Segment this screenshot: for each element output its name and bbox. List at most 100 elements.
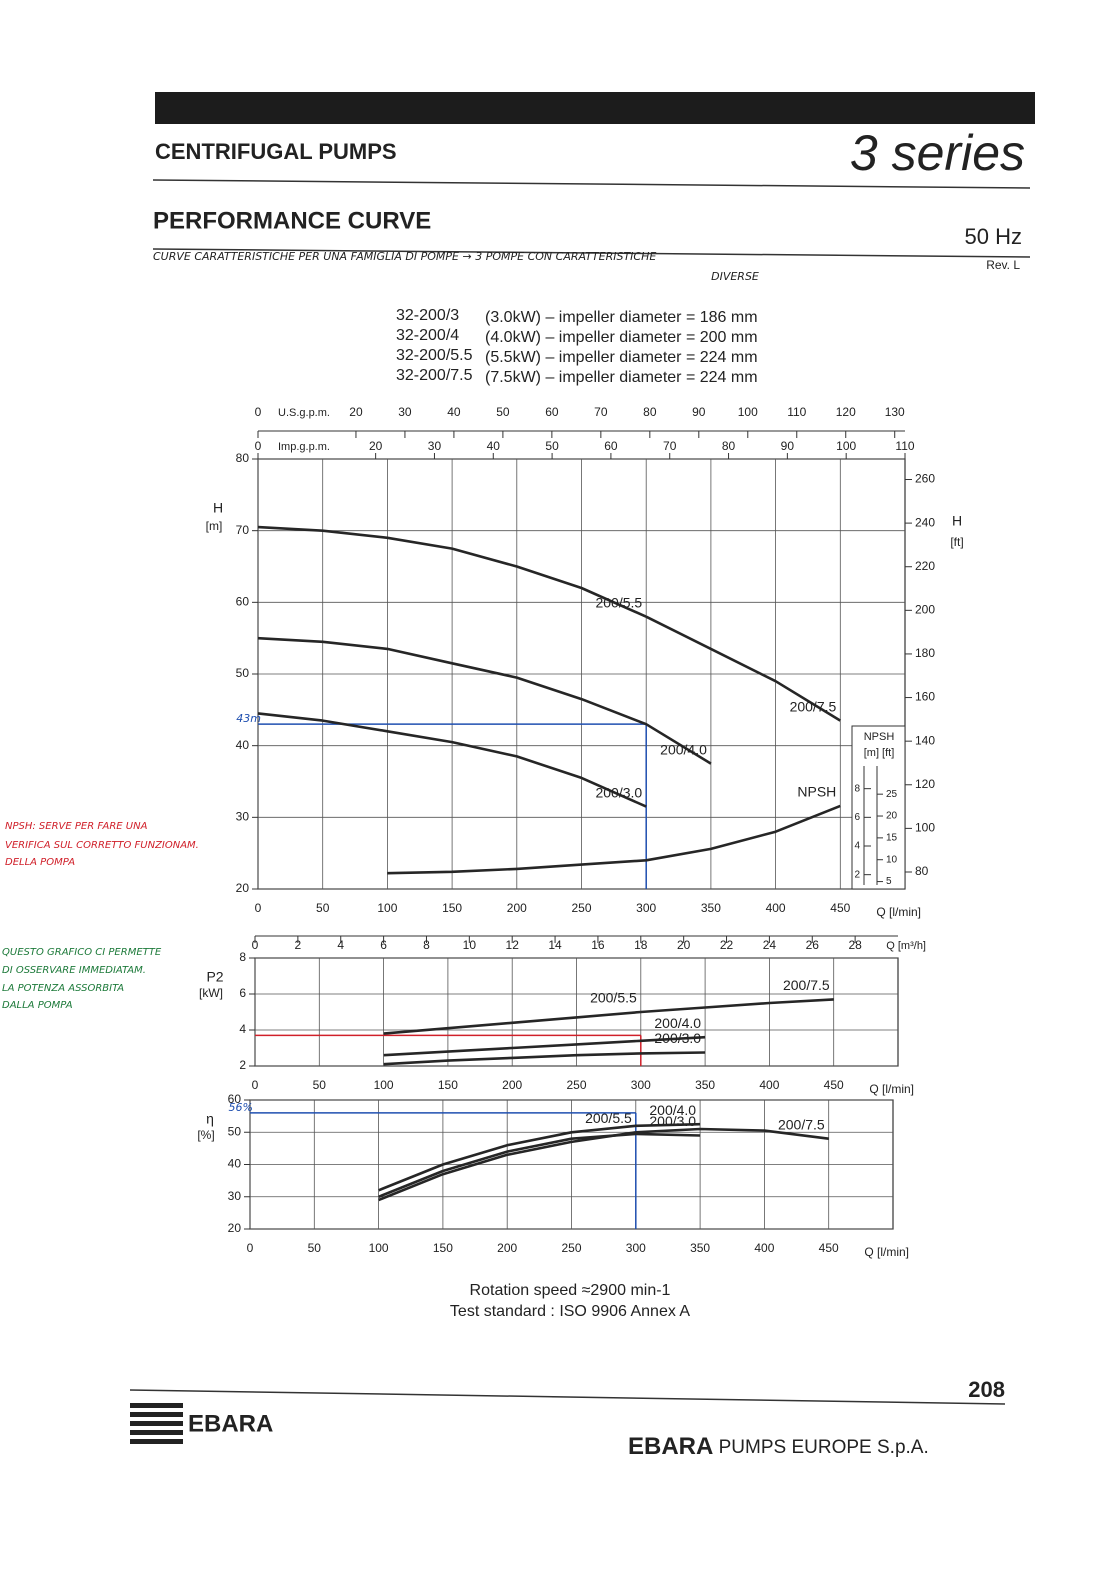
x2-tick-label: 12	[506, 938, 520, 952]
x3-tick-label: 50	[545, 439, 559, 453]
header-bar	[155, 92, 1035, 124]
x-tick-label: 50	[308, 1241, 322, 1255]
model-desc: (7.5kW) – impeller diameter = 224 mm	[485, 369, 758, 386]
x-tick-label: 450	[819, 1241, 839, 1255]
handwritten-note: NPSH: SERVE PER FARE UNA	[5, 821, 148, 832]
x2-axis-label: Q [m³/h]	[886, 940, 926, 952]
x-axis-label: Q [l/min]	[864, 1245, 909, 1259]
page-number: 208	[968, 1377, 1005, 1402]
x-tick-label: 300	[636, 901, 656, 915]
y3-tick-label: 80	[915, 864, 929, 878]
y4-tick-label: 25	[886, 789, 898, 800]
x2-tick-label: 110	[787, 405, 806, 419]
y-tick-label: 60	[228, 1092, 242, 1106]
model-code: 32-200/4	[396, 327, 459, 344]
model-code: 32-200/3	[396, 307, 459, 324]
x-tick-label: 0	[252, 1078, 259, 1092]
model-desc: (3.0kW) – impeller diameter = 186 mm	[485, 309, 758, 326]
y-tick-label: 80	[236, 451, 250, 465]
series-label: 200/5.5	[595, 594, 642, 610]
curve	[378, 1131, 636, 1202]
x2-tick-label: 50	[496, 405, 510, 419]
y-tick-label: 4	[239, 1022, 246, 1036]
x-axis-label: Q [l/min]	[869, 1082, 914, 1096]
model-code: 32-200/5.5	[396, 347, 473, 364]
handwritten-note: LA POTENZA ASSORBITA	[2, 983, 124, 994]
x-tick-label: 150	[433, 1241, 453, 1255]
x2-tick-label: 130	[885, 405, 905, 419]
series-label: 200/4.0	[654, 1015, 701, 1031]
model-desc: (5.5kW) – impeller diameter = 224 mm	[485, 349, 758, 366]
x3-tick-label: 40	[487, 439, 501, 453]
x-tick-label: 50	[316, 901, 330, 915]
series-label: 200/7.5	[778, 1116, 825, 1132]
y-tick-label: 60	[236, 595, 250, 609]
x-tick-label: 450	[824, 1078, 844, 1092]
x-tick-label: 0	[255, 901, 262, 915]
y4-tick-label: 20	[886, 811, 898, 822]
y-tick-label: 40	[228, 1157, 242, 1171]
company: EBARA PUMPS EUROPE S.p.A.	[628, 1433, 929, 1460]
y3-tick-label: 160	[915, 690, 935, 704]
x2-tick-label: 30	[398, 405, 412, 419]
y3-tick-label: 120	[915, 777, 935, 791]
y-tick-label: 40	[236, 738, 250, 752]
y3-tick-label: 200	[915, 603, 935, 617]
y-tick-label: 8	[239, 950, 246, 964]
charts: 0 50 100 150 200 250 300 350 400 450 Q [l/min]2030…	[197, 405, 963, 1259]
series-label: 200/4.0	[660, 741, 707, 757]
x2-tick-label: 28	[848, 938, 862, 952]
y3-tick-label: 140	[915, 733, 935, 747]
series-title: 3 series	[850, 125, 1025, 181]
curve	[635, 1127, 829, 1140]
y2-tick-label: 6	[854, 812, 860, 823]
x2-tick-label: 20	[349, 405, 363, 419]
x3-tick-label: 60	[604, 439, 618, 453]
y2-tick-label: 2	[854, 869, 860, 880]
model-code: 32-200/7.5	[396, 367, 473, 384]
y-axis-label: H	[213, 500, 223, 516]
y-tick-label: 30	[236, 810, 250, 824]
reference-label: 43m	[236, 712, 261, 725]
curve	[257, 525, 647, 618]
x2-tick-label: 10	[463, 938, 477, 952]
handwritten-note: VERIFICA SUL CORRETTO FUNZIONAM.	[5, 840, 199, 851]
x-tick-label: 50	[313, 1078, 327, 1092]
series-label: 200/3.0	[654, 1030, 701, 1046]
y-tick-label: 50	[228, 1124, 242, 1138]
y-tick-label: 20	[228, 1221, 242, 1235]
x-tick-label: 200	[502, 1078, 522, 1092]
x3-tick-label: 80	[722, 439, 736, 453]
x2-axis-label: U.S.g.p.m.	[278, 407, 330, 419]
y-tick-label: 70	[236, 523, 250, 537]
x3-tick-label: 70	[663, 439, 677, 453]
frequency: 50 Hz	[965, 224, 1022, 249]
handwritten-note: DI OSSERVARE IMMEDIATAM.	[2, 965, 146, 976]
x2-tick-label: 14	[548, 938, 562, 952]
x-tick-label: 150	[442, 901, 462, 915]
rule	[152, 179, 1031, 189]
x-tick-label: 250	[561, 1241, 581, 1255]
series-label: 200/7.5	[790, 698, 837, 714]
x2-tick-label: 20	[677, 938, 691, 952]
x2-tick-label: 120	[836, 405, 856, 419]
x-tick-label: 300	[626, 1241, 646, 1255]
x-tick-label: 400	[754, 1241, 774, 1255]
handwritten-note: DELLA POMPA	[5, 857, 75, 868]
reference-label: 56%	[229, 1101, 253, 1114]
y-tick-label: 50	[236, 666, 250, 680]
y-axis-unit: [m]	[206, 519, 223, 533]
series-label: NPSH	[797, 784, 836, 800]
y-tick-label: 2	[239, 1058, 246, 1072]
y4-tick-label: 5	[886, 876, 892, 887]
x-tick-label: 250	[571, 901, 591, 915]
logo-mark	[130, 1403, 183, 1444]
x-tick-label: 400	[759, 1078, 779, 1092]
x3-tick-label: 0	[255, 439, 262, 453]
y3-tick-label: 220	[915, 559, 935, 573]
logo-text: EBARA	[188, 1410, 273, 1437]
x3-axis-label: Imp.g.p.m.	[278, 441, 330, 453]
x2-tick-label: 6	[380, 938, 387, 952]
rule	[129, 1389, 1006, 1405]
